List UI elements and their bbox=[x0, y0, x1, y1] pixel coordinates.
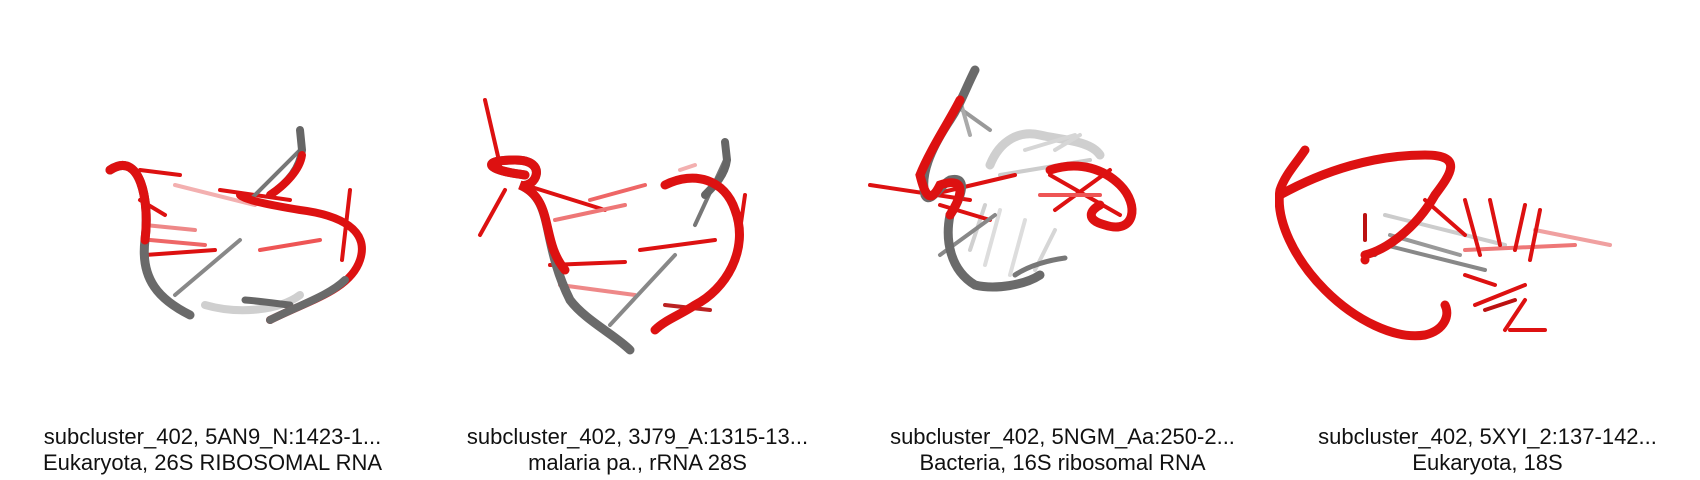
structure-caption-2: subcluster_402, 3J79_A:1315-13... malari… bbox=[425, 424, 850, 476]
structure-subtitle: Eukaryota, 26S RIBOSOMAL RNA bbox=[42, 450, 383, 475]
structure-title: subcluster_402, 5NGM_Aa:250-2... bbox=[890, 424, 1235, 449]
structure-panel-4: subcluster_402, 5XYI_2:137-142... Eukary… bbox=[1275, 0, 1700, 480]
rna-structure-render-3 bbox=[868, 65, 1137, 292]
structure-caption-1: subcluster_402, 5AN9_N:1423-1... Eukaryo… bbox=[0, 424, 425, 476]
rna-structure-render-4 bbox=[1275, 145, 1612, 341]
structure-panel-1: subcluster_402, 5AN9_N:1423-1... Eukaryo… bbox=[0, 0, 425, 480]
structure-subtitle: Eukaryota, 18S bbox=[1412, 450, 1563, 475]
structure-title: subcluster_402, 3J79_A:1315-13... bbox=[466, 424, 809, 449]
structure-panel-2: subcluster_402, 3J79_A:1315-13... malari… bbox=[425, 0, 850, 480]
structure-title: subcluster_402, 5XYI_2:137-142... bbox=[1318, 424, 1657, 449]
rna-structure-render-2 bbox=[478, 98, 747, 355]
structure-caption-3: subcluster_402, 5NGM_Aa:250-2... Bacteri… bbox=[850, 424, 1275, 476]
structure-panel-3: subcluster_402, 5NGM_Aa:250-2... Bacteri… bbox=[850, 0, 1275, 480]
rna-structure-render-1 bbox=[105, 126, 366, 324]
structure-subtitle: malaria pa., rRNA 28S bbox=[528, 450, 747, 475]
structure-caption-4: subcluster_402, 5XYI_2:137-142... Eukary… bbox=[1275, 424, 1700, 476]
structure-subtitle: Bacteria, 16S ribosomal RNA bbox=[919, 450, 1206, 475]
structure-title: subcluster_402, 5AN9_N:1423-1... bbox=[43, 424, 382, 449]
